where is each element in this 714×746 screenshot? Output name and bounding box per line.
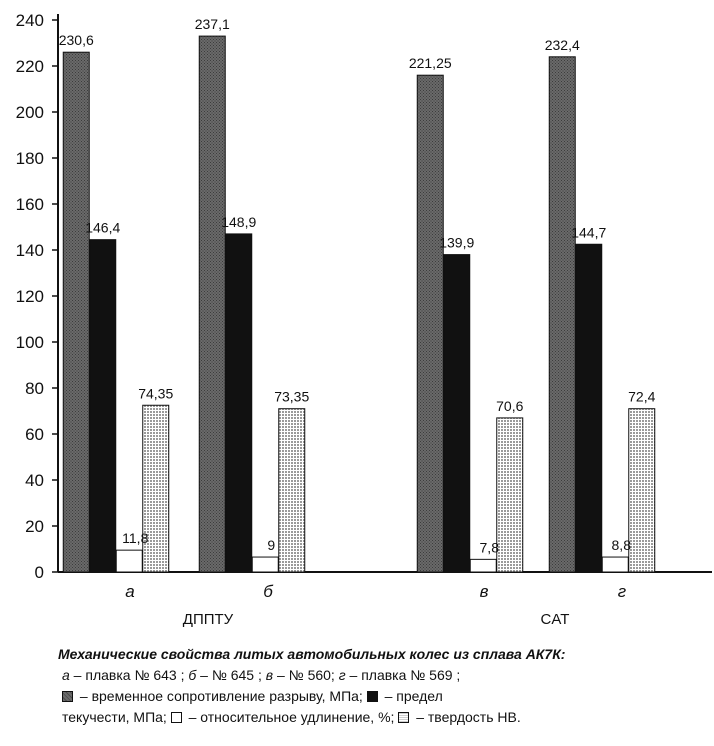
y-tick-label: 20 (25, 517, 44, 536)
caption-key-c: в (265, 667, 274, 683)
caption-key-b: б (188, 667, 197, 683)
legend-swatch-hardness (398, 712, 410, 723)
legend-text-yield: – предел (380, 688, 443, 704)
data-label-tensile-2: 221,25 (409, 55, 452, 71)
caption-key-a: а (62, 667, 70, 683)
category-label: в (480, 582, 489, 601)
caption-line-samples: а – плавка № 643 ; б – № 645 ; в – № 560… (58, 665, 708, 686)
category-label: а (125, 582, 134, 601)
y-tick-label: 180 (16, 149, 44, 168)
data-label-hardness-3: 72,4 (628, 389, 655, 405)
caption-text-b: – № 645 ; (196, 667, 266, 683)
bar-chart: 0 20 40 60 80 100 120 140 160 180 200 220 240 а б в г ДПП… (16, 11, 712, 628)
data-label-hardness-0: 74,35 (138, 385, 173, 401)
y-tick-label: 100 (16, 333, 44, 352)
legend-text-yield-cont: текучести, МПа; (62, 709, 171, 725)
y-tick-label: 240 (16, 11, 44, 30)
caption-text-c: – № 560; (273, 667, 339, 683)
y-tick-label: 60 (25, 425, 44, 444)
bar-tensile-1 (198, 35, 226, 573)
group-label: CAT (541, 611, 570, 628)
legend-text-elongation: – относительное удлинение, %; (184, 709, 399, 725)
bar-elongation-0 (115, 549, 143, 573)
y-tick-label: 140 (16, 241, 44, 260)
y-tick-label: 120 (16, 287, 44, 306)
legend-text-tensile: – временное сопротивление разрыву, МПа; (76, 688, 367, 704)
data-label-hardness-1: 73,35 (274, 389, 309, 405)
bar-hardness-2 (496, 417, 524, 573)
data-label-elongation-2: 7,8 (480, 539, 500, 555)
caption-text-a: – плавка № 643 ; (69, 667, 189, 683)
bar-hardness-3 (628, 408, 656, 573)
data-label-tensile-3: 232,4 (545, 37, 580, 53)
bar-yield-2 (443, 254, 471, 573)
category-label: г (618, 582, 626, 601)
bar-hardness-0 (142, 404, 170, 573)
caption-line-legend-2: текучести, МПа; – относительное удлинени… (58, 707, 708, 728)
group-label: ДППТУ (183, 611, 234, 628)
y-tick-label: 0 (35, 563, 44, 582)
y-tick-label: 40 (25, 471, 44, 490)
data-label-hardness-2: 70,6 (496, 398, 523, 414)
bar-tensile-0 (62, 51, 90, 573)
y-tick-label: 160 (16, 195, 44, 214)
legend-text-hardness: – твердость НВ. (412, 709, 521, 725)
bar-tensile-2 (416, 74, 444, 573)
legend-swatch-tensile (62, 691, 73, 702)
data-label-yield-2: 139,9 (439, 235, 474, 251)
y-tick-label: 80 (25, 379, 44, 398)
bar-tensile-3 (548, 56, 576, 573)
data-label-yield-1: 148,9 (221, 214, 256, 230)
bar-elongation-2 (469, 558, 497, 573)
figure-caption: Механические свойства литых автомобильны… (58, 644, 708, 728)
data-label-tensile-1: 237,1 (195, 16, 230, 32)
data-label-yield-3: 144,7 (571, 224, 606, 240)
y-tick-label: 200 (16, 103, 44, 122)
data-labels: 230,6 237,1 221,25 232,4 146,4 148,9 139,9 144,… (59, 16, 656, 555)
axes: 0 20 40 60 80 100 120 140 160 180 200 220 240 а б в г ДПП… (16, 11, 712, 628)
bar-elongation-1 (251, 556, 279, 573)
bar-yield-1 (225, 233, 253, 573)
data-label-elongation-3: 8,8 (612, 537, 632, 553)
category-label: б (263, 582, 274, 601)
data-label-tensile-0: 230,6 (59, 32, 94, 48)
bars (62, 35, 656, 573)
data-label-yield-0: 146,4 (85, 220, 120, 236)
data-label-elongation-1: 9 (267, 537, 275, 553)
legend-swatch-elongation (170, 712, 182, 723)
caption-key-d: г (338, 667, 346, 683)
bar-yield-3 (575, 243, 603, 573)
caption-text-d: – плавка № 569 ; (345, 667, 461, 683)
legend-swatch-yield (366, 691, 378, 702)
bar-elongation-3 (601, 556, 629, 573)
y-tick-label: 220 (16, 57, 44, 76)
bar-hardness-1 (278, 408, 306, 573)
bar-yield-0 (89, 239, 117, 573)
caption-title: Механические свойства литых автомобильны… (58, 646, 566, 662)
caption-line-legend-1: – временное сопротивление разрыву, МПа; … (58, 686, 708, 707)
data-label-elongation-0: 11,8 (122, 530, 148, 546)
